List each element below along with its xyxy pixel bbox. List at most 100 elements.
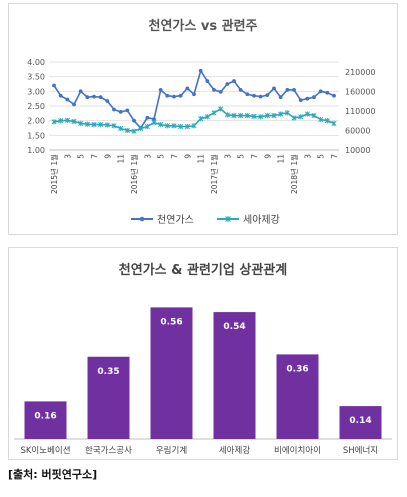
series-1-point xyxy=(278,95,283,100)
series-1-point xyxy=(325,90,330,95)
source-note: [출처: 버핏연구소] xyxy=(8,468,98,481)
series-1-point xyxy=(292,87,296,92)
series-1-point xyxy=(232,79,236,83)
series-2-point xyxy=(118,125,124,132)
series-1-point xyxy=(332,93,336,98)
series-2-point xyxy=(51,119,57,125)
series-1-point xyxy=(192,92,196,97)
series-1-point xyxy=(205,79,210,83)
x-tick-label: 5 xyxy=(77,154,86,159)
x-tick-label: 2015년 1월 xyxy=(49,154,59,194)
bar xyxy=(87,356,130,439)
series-2-point xyxy=(298,114,304,120)
series-1-point xyxy=(158,87,163,92)
series-2-point xyxy=(304,111,310,117)
series-1-point xyxy=(52,83,56,88)
series-2-point xyxy=(58,118,64,124)
x-tick-label: 2016년 1월 xyxy=(129,154,139,194)
y-left-tick-label: 2.00 xyxy=(27,117,45,126)
series-2-point xyxy=(218,106,224,112)
series-2-point xyxy=(204,114,210,120)
series-2-point xyxy=(331,120,337,127)
series-1-point xyxy=(132,118,136,123)
series-1-point xyxy=(258,94,263,99)
series-2-point xyxy=(138,125,144,132)
y-left-tick-label: 4.00 xyxy=(27,58,45,67)
bar xyxy=(24,401,67,439)
category-label: 한국가스공사 xyxy=(85,446,132,456)
x-tick-label: 11 xyxy=(117,154,126,164)
series-2-point xyxy=(104,122,110,128)
series-2-point xyxy=(284,110,290,116)
x-tick-label: 2017년 1월 xyxy=(209,154,219,194)
series-2-point xyxy=(198,116,204,122)
y-right-tick-label: 160000 xyxy=(345,87,376,96)
bar-value-label: 0.36 xyxy=(286,364,308,374)
series-1-point xyxy=(225,82,230,86)
y-left-tick-label: 3.50 xyxy=(27,73,45,82)
x-tick-label: 3 xyxy=(63,154,72,159)
x-tick-label: 11 xyxy=(197,154,206,164)
series-2-point xyxy=(144,123,150,130)
category-label: 우림기계 xyxy=(156,445,187,456)
series-2-point xyxy=(178,123,184,130)
bar-chart-panel: 천연가스 & 관련기업 상관관계 0.16 SK이노베이션 0.35 한국가스공사 0.… xyxy=(8,247,398,460)
y-right-tick-label: 10000 xyxy=(345,146,370,155)
x-tick-label: 9 xyxy=(263,154,272,159)
series-2-point xyxy=(251,113,257,119)
x-tick-label: 7 xyxy=(330,154,339,159)
series-1-point xyxy=(58,93,63,98)
legend-label: 세아제강 xyxy=(243,214,280,226)
bar-value-label: 0.16 xyxy=(34,411,56,421)
series-2-point xyxy=(211,110,217,116)
category-label: SH에너지 xyxy=(343,445,378,456)
bar xyxy=(213,312,256,439)
series-1-point xyxy=(145,115,150,120)
series-1-point xyxy=(65,97,70,102)
series-1-point xyxy=(218,90,223,94)
series-2-point xyxy=(71,118,77,125)
series-1-point xyxy=(178,93,183,98)
series-2-point xyxy=(318,116,324,123)
bar xyxy=(150,307,193,439)
series-2-point xyxy=(98,121,104,128)
series-2-point xyxy=(131,128,137,134)
y-right-tick-label: 60000 xyxy=(345,126,370,135)
bar-chart-title: 천연가스 & 관련기업 상관관계 xyxy=(119,262,287,278)
series-2-point xyxy=(291,115,297,121)
x-tick-label: 9 xyxy=(183,154,192,159)
series-1-point xyxy=(125,108,130,113)
series-1-point xyxy=(212,87,216,92)
series-1-point xyxy=(152,117,156,122)
series-1-point xyxy=(285,87,290,92)
y-right-tick-label: 110000 xyxy=(345,107,376,116)
y-left-tick-label: 2.50 xyxy=(27,102,45,111)
series-2-point xyxy=(244,112,250,119)
line-chart: 천연가스 vs 관련주 1.00 1.50 2.00 2.50 3.00 3.50 4.00… xyxy=(27,18,376,226)
series-2-point xyxy=(158,121,164,128)
line-chart-title: 천연가스 vs 관련주 xyxy=(149,18,258,34)
x-tick-label: 3 xyxy=(143,154,152,159)
series-2-point xyxy=(264,112,270,119)
x-tick-label: 3 xyxy=(223,154,232,159)
series-2-point xyxy=(224,112,230,118)
series-2-point xyxy=(238,112,244,119)
bar xyxy=(276,354,319,439)
x-tick-label: 5 xyxy=(317,154,326,159)
x-tick-label: 3 xyxy=(303,154,312,159)
legend-label: 천연가스 xyxy=(157,214,194,226)
series-2-point xyxy=(124,127,130,134)
series-1-point xyxy=(238,87,243,92)
series-1-point xyxy=(272,86,276,91)
x-tick-label: 7 xyxy=(90,154,99,159)
series-2-point xyxy=(171,123,177,129)
category-label: 비에이치아이 xyxy=(274,445,321,456)
series-2-point xyxy=(164,123,170,129)
series-2-point xyxy=(311,112,317,119)
legend: 천연가스 세아제강 xyxy=(131,214,280,226)
bar-value-label: 0.35 xyxy=(97,367,119,377)
legend-marker xyxy=(225,216,231,222)
bar-value-label: 0.56 xyxy=(160,317,182,327)
series-1-point xyxy=(265,93,270,98)
series-1-point xyxy=(252,93,256,98)
